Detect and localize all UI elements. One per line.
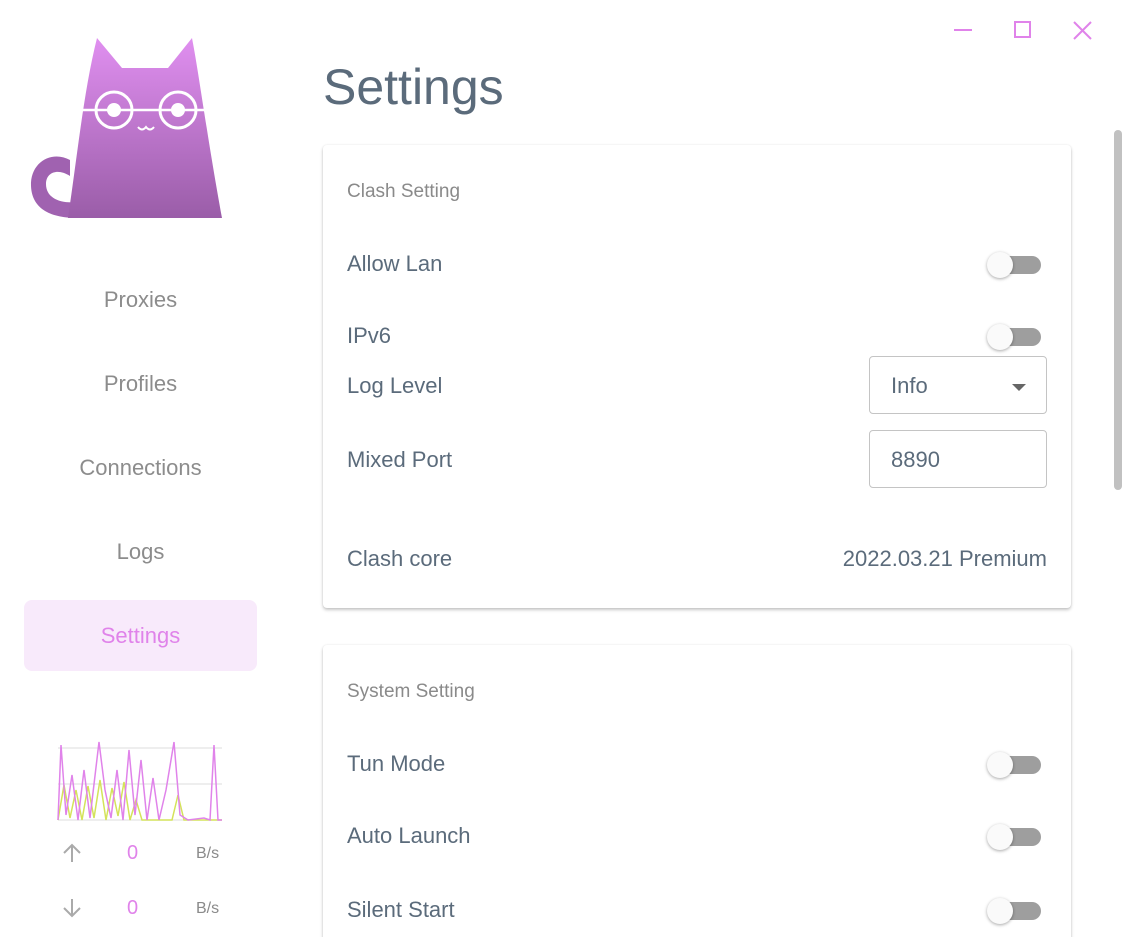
- switch-thumb: [987, 252, 1013, 278]
- setting-label: Clash core: [347, 546, 453, 571]
- close-button[interactable]: [1073, 21, 1092, 40]
- switch-thumb: [987, 898, 1013, 924]
- setting-row: Auto Launch: [347, 806, 1047, 866]
- window-controls: [954, 21, 1092, 40]
- switch-thumb: [987, 324, 1013, 350]
- page-title: Settings: [323, 59, 504, 115]
- dropdown-arrow: [1012, 384, 1026, 391]
- nav-item[interactable]: Settings: [24, 600, 257, 671]
- setting-label: IPv6: [347, 323, 392, 348]
- setting-row: Silent Start: [347, 880, 1047, 937]
- upload-unit: B/s: [196, 845, 220, 862]
- setting-row: IPv6: [347, 306, 1047, 366]
- setting-label: Allow Lan: [347, 251, 443, 276]
- toggle-switch[interactable]: [987, 824, 1041, 850]
- select-box[interactable]: Info: [869, 356, 1047, 414]
- setting-value: 2022.03.21 Premium: [842, 546, 1047, 571]
- nav-item[interactable]: Connections: [79, 455, 202, 480]
- toggle-switch[interactable]: [987, 252, 1041, 278]
- setting-row: Tun Mode: [347, 734, 1047, 794]
- traffic-graph: [57, 741, 222, 822]
- download-value: 0: [127, 897, 139, 919]
- upload-value: 0: [127, 842, 139, 864]
- maximize-button[interactable]: [1014, 21, 1031, 38]
- setting-label: Auto Launch: [347, 823, 471, 848]
- setting-row: Clash core 2022.03.21 Premium: [347, 529, 1047, 589]
- setting-label: Tun Mode: [347, 751, 446, 776]
- port-input[interactable]: 8890: [869, 430, 1047, 488]
- traffic-arrows: [63, 843, 81, 918]
- setting-label: Mixed Port: [347, 447, 453, 472]
- setting-row: Log Level Info: [347, 356, 1047, 416]
- download-unit: B/s: [196, 900, 220, 917]
- switch-thumb: [987, 752, 1013, 778]
- select-value: Info: [891, 373, 928, 398]
- toggle-switch[interactable]: [987, 324, 1041, 350]
- toggle-switch[interactable]: [987, 752, 1041, 778]
- setting-label: Log Level: [347, 373, 443, 398]
- nav-item[interactable]: Logs: [116, 539, 165, 564]
- setting-row: Mixed Port 8890: [347, 430, 1047, 490]
- nav-item[interactable]: Profiles: [103, 371, 178, 396]
- section-title: System Setting: [347, 681, 475, 702]
- section-title: Clash Setting: [347, 181, 461, 202]
- switch-thumb: [987, 824, 1013, 850]
- settings-card: System Setting Tun Mode Auto Launch Silent …: [323, 645, 1071, 937]
- scrollbar[interactable]: [1114, 130, 1122, 490]
- setting-label: Silent Start: [347, 897, 455, 922]
- nav-item[interactable]: Proxies: [103, 287, 178, 312]
- settings-card: Clash Setting Allow Lan IPv6 Log Level Info M…: [323, 145, 1071, 608]
- setting-row: Allow Lan: [347, 234, 1047, 294]
- logo: [30, 38, 222, 218]
- toggle-switch[interactable]: [987, 898, 1041, 924]
- input-value: 8890: [891, 447, 940, 472]
